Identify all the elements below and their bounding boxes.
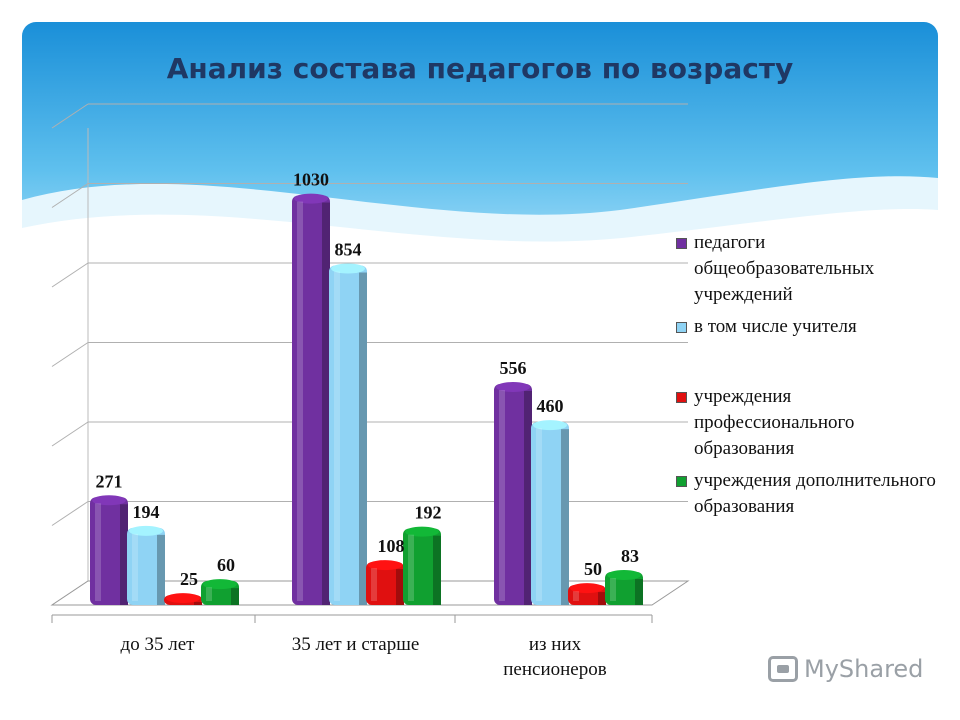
bar-highlight: [573, 591, 579, 601]
bar-highlight: [297, 201, 303, 601]
bar: [531, 420, 569, 605]
chart-bars: [90, 193, 643, 605]
grid-diagonal: [51, 262, 89, 288]
bar-top: [496, 381, 530, 392]
bar-side: [433, 535, 441, 605]
bar-front: [494, 383, 532, 605]
bar-side: [635, 579, 643, 605]
bar-highlight: [536, 428, 542, 601]
bar-top: [405, 526, 439, 537]
bar-front: [90, 497, 128, 605]
bar-front: [366, 562, 404, 605]
bar-highlight: [610, 578, 616, 601]
data-label: 83: [621, 546, 639, 566]
bar: [201, 579, 239, 605]
chart-data-labels: 271 194 25 60 1030 854 108 192 556 460 50 83: [96, 170, 640, 589]
bar-front: [605, 572, 643, 605]
bar: [366, 560, 404, 605]
bar-highlight: [95, 503, 101, 601]
page-title: Анализ состава педагогов по возрасту: [166, 52, 794, 85]
data-label: 192: [415, 503, 442, 523]
x-tick-label: до 35 лет: [120, 634, 195, 655]
bar-highlight: [206, 587, 212, 601]
bar-side: [561, 429, 569, 605]
legend-swatch-purple: [676, 238, 687, 249]
bar: [127, 525, 165, 605]
bar-top: [533, 420, 567, 431]
bar-side: [322, 202, 330, 605]
bar-top: [294, 193, 328, 204]
data-label: 50: [584, 559, 602, 579]
legend-item-professional: учреждения профессионального образования: [676, 384, 946, 462]
bar-front: [329, 265, 367, 605]
legend-item-additional: учреждения дополнительного образования: [676, 468, 946, 520]
bar-side: [359, 272, 367, 605]
bar-top: [331, 263, 365, 274]
watermark-text: MyShared: [804, 655, 924, 683]
bar-front: [292, 195, 330, 605]
bar-top: [607, 570, 641, 581]
bar-top: [166, 593, 200, 604]
bar: [605, 570, 643, 605]
grid-diagonal: [51, 342, 89, 367]
bar-highlight: [371, 568, 377, 601]
bar-front: [531, 422, 569, 605]
bar-side: [598, 592, 606, 605]
bar-top: [203, 579, 237, 590]
grid-diagonal: [51, 421, 89, 447]
bar-side: [194, 602, 202, 605]
bar: [164, 593, 202, 605]
data-label: 460: [537, 396, 564, 416]
legend-label: учреждения профессионального образования: [694, 386, 855, 459]
bar: [494, 381, 532, 605]
bar-side: [120, 504, 128, 605]
x-tick-label: из них пенсионеров: [503, 634, 607, 680]
bar-top: [570, 583, 604, 594]
data-label: 1030: [293, 170, 329, 190]
bar-side: [231, 588, 239, 605]
bar: [403, 526, 441, 605]
grid-diagonal: [51, 501, 89, 526]
bar-top: [368, 560, 402, 571]
bar: [292, 193, 330, 605]
bar: [90, 495, 128, 605]
legend-item-teachers-general: педагоги общеобразовательных учреждений: [676, 230, 946, 308]
bar-front: [403, 528, 441, 605]
chart-legend: педагоги общеобразовательных учреждений …: [676, 230, 946, 520]
legend-item-teachers: в том числе учителя: [676, 314, 946, 340]
bar-front: [127, 527, 165, 605]
legend-swatch-lightblue: [676, 322, 687, 333]
legend-swatch-green: [676, 476, 687, 487]
data-label: 60: [217, 555, 235, 575]
legend-label: в том числе учителя: [694, 316, 857, 337]
bar: [329, 263, 367, 605]
watermark: MyShared: [768, 655, 923, 683]
data-label: 854: [335, 240, 362, 260]
bar-highlight: [132, 533, 138, 601]
grid-diagonal: [51, 183, 89, 208]
data-label: 194: [133, 502, 160, 522]
bar-side: [396, 569, 404, 605]
grid-diagonal: [51, 103, 89, 129]
background-banner: [22, 22, 938, 300]
bar: [568, 583, 606, 605]
data-label: 25: [180, 569, 198, 589]
bar-highlight: [499, 389, 505, 601]
data-label: 556: [500, 358, 527, 378]
bar-side: [524, 390, 532, 605]
x-tick-label: 35 лет и старше: [291, 634, 420, 655]
legend-swatch-red: [676, 392, 687, 403]
legend-label: учреждения дополнительного образования: [694, 470, 936, 517]
bar-top: [92, 495, 126, 506]
data-label: 271: [96, 471, 123, 491]
myshared-logo-icon: [768, 656, 798, 682]
bar-highlight: [334, 271, 340, 601]
legend-label: педагоги общеобразовательных учреждений: [694, 232, 875, 305]
bar-side: [157, 534, 165, 605]
bar-highlight: [408, 534, 414, 601]
data-label: 108: [378, 536, 405, 556]
bar-top: [129, 525, 163, 536]
